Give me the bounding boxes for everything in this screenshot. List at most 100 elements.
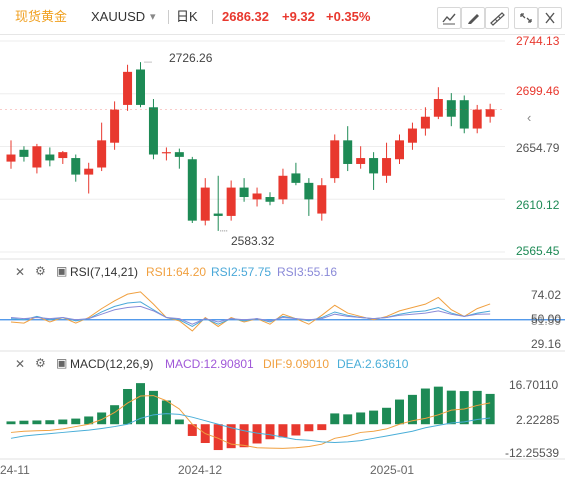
macd-bar (420, 388, 430, 425)
macd-bar (174, 419, 184, 425)
settings-icon[interactable] (538, 7, 562, 29)
macd-bar (278, 424, 288, 438)
macd-bar (265, 424, 275, 440)
macd-bar (343, 414, 353, 425)
price-change: +9.32 (282, 9, 315, 24)
candle-body (71, 158, 81, 175)
fullscreen-icon[interactable] (514, 7, 538, 29)
macd-bar (19, 420, 29, 425)
macd-bar (97, 412, 107, 425)
macd-bar (148, 390, 158, 425)
rsi-toggle-icon[interactable]: ▣ (56, 264, 68, 278)
period-selector[interactable]: 日K (176, 9, 198, 24)
candle-body (395, 140, 404, 160)
candle-body (187, 159, 197, 221)
candle-body (32, 146, 42, 168)
candle-body (330, 140, 340, 179)
candle-body (148, 107, 158, 155)
macd-bar (356, 412, 366, 425)
macd-bar (433, 386, 443, 425)
symbol-name[interactable]: 现货黄金 (15, 9, 68, 24)
rsi-close-icon[interactable]: ✕ (15, 265, 26, 279)
candle-body (433, 99, 443, 117)
ruler-icon[interactable] (485, 7, 509, 29)
candle-body (420, 116, 430, 129)
candle-body (84, 168, 94, 175)
rsi-settings-icon[interactable]: ⚙ (35, 264, 46, 278)
price-change-pct: +0.35% (326, 9, 371, 24)
pencil-icon[interactable] (461, 7, 485, 29)
candle-body (265, 197, 275, 202)
candle-body (278, 175, 288, 200)
candle-body (446, 100, 456, 117)
chart-header: 现货黄金 XAUUSD ▾ 日K 2686.32 +9.32 +0.35% (0, 0, 565, 35)
macd-bar (32, 420, 42, 425)
candle-body (407, 128, 417, 143)
macd-bar (110, 405, 120, 425)
macd-close-icon[interactable]: ✕ (15, 357, 26, 371)
candle-body (213, 213, 223, 216)
dif-line (10, 395, 491, 449)
macd-bar (330, 413, 340, 425)
rsi-axis-label: 50.00 (531, 312, 562, 326)
rsi2-value: RSI2:57.75 (211, 265, 272, 279)
candle-body (472, 109, 482, 129)
rsi-series-line (10, 291, 491, 332)
candle-body (369, 158, 379, 174)
macd-bar (472, 390, 482, 425)
date-axis-label: 2025-01 (370, 463, 415, 477)
macd-bar (459, 391, 469, 425)
candle-body (317, 185, 327, 214)
macd-bar (71, 418, 81, 425)
symbol-code[interactable]: XAUUSD (91, 9, 146, 24)
macd-bar (123, 388, 133, 425)
macd-bar (446, 390, 456, 425)
macd-bar (239, 424, 249, 448)
macd-toggle-icon[interactable]: ▣ (56, 356, 68, 370)
candle-body (226, 187, 236, 216)
collapse-icon[interactable]: ‹ (527, 110, 532, 125)
macd-bar (58, 419, 68, 425)
date-axis-label: 24-11 (0, 463, 30, 477)
crosshair-icon[interactable] (437, 7, 461, 29)
candle-body (459, 100, 469, 129)
symbol-dropdown-icon[interactable]: ▾ (150, 11, 156, 23)
header-divider-2 (212, 10, 213, 24)
macd-bar (291, 424, 301, 436)
macd-axis-label: -12.25539 (505, 446, 560, 460)
candle-body (97, 140, 107, 168)
macd-bar (407, 394, 417, 425)
macd-bar (84, 416, 94, 425)
candle-body (58, 152, 68, 159)
macd-bar (485, 393, 495, 425)
candle-body (291, 173, 301, 183)
macd-bar (304, 424, 314, 432)
macd-bar (369, 410, 379, 425)
price-axis-label: 2610.12 (516, 198, 560, 212)
rsi1-value: RSI1:64.20 (146, 265, 207, 279)
macd-bar (317, 424, 327, 431)
macd-title: MACD(12,26,9) (70, 357, 154, 371)
dif-value: DIF:9.09010 (263, 357, 330, 371)
macd-bar (187, 424, 197, 436)
macd-bar (136, 383, 145, 425)
candle-body (123, 71, 133, 105)
high-annotation: 2726.26 (169, 51, 213, 65)
macd-bar (382, 407, 392, 425)
macd-bar (252, 424, 262, 444)
candle-body (19, 149, 29, 157)
candle-body (252, 193, 262, 200)
macd-value: MACD:12.90801 (165, 357, 254, 371)
rsi-series-line (10, 305, 491, 325)
price-axis-label: 2744.13 (516, 34, 560, 48)
macd-settings-icon[interactable]: ⚙ (35, 356, 46, 370)
price-axis-label: 2565.45 (516, 244, 560, 258)
macd-bar (395, 399, 404, 425)
dea-line (10, 413, 491, 444)
macd-axis-label: 16.70110 (509, 378, 559, 392)
dea-value: DEA:2.63610 (337, 357, 409, 371)
candle-body (485, 109, 495, 117)
rsi-title: RSI(7,14,21) (70, 265, 139, 279)
macd-bar (161, 400, 171, 425)
